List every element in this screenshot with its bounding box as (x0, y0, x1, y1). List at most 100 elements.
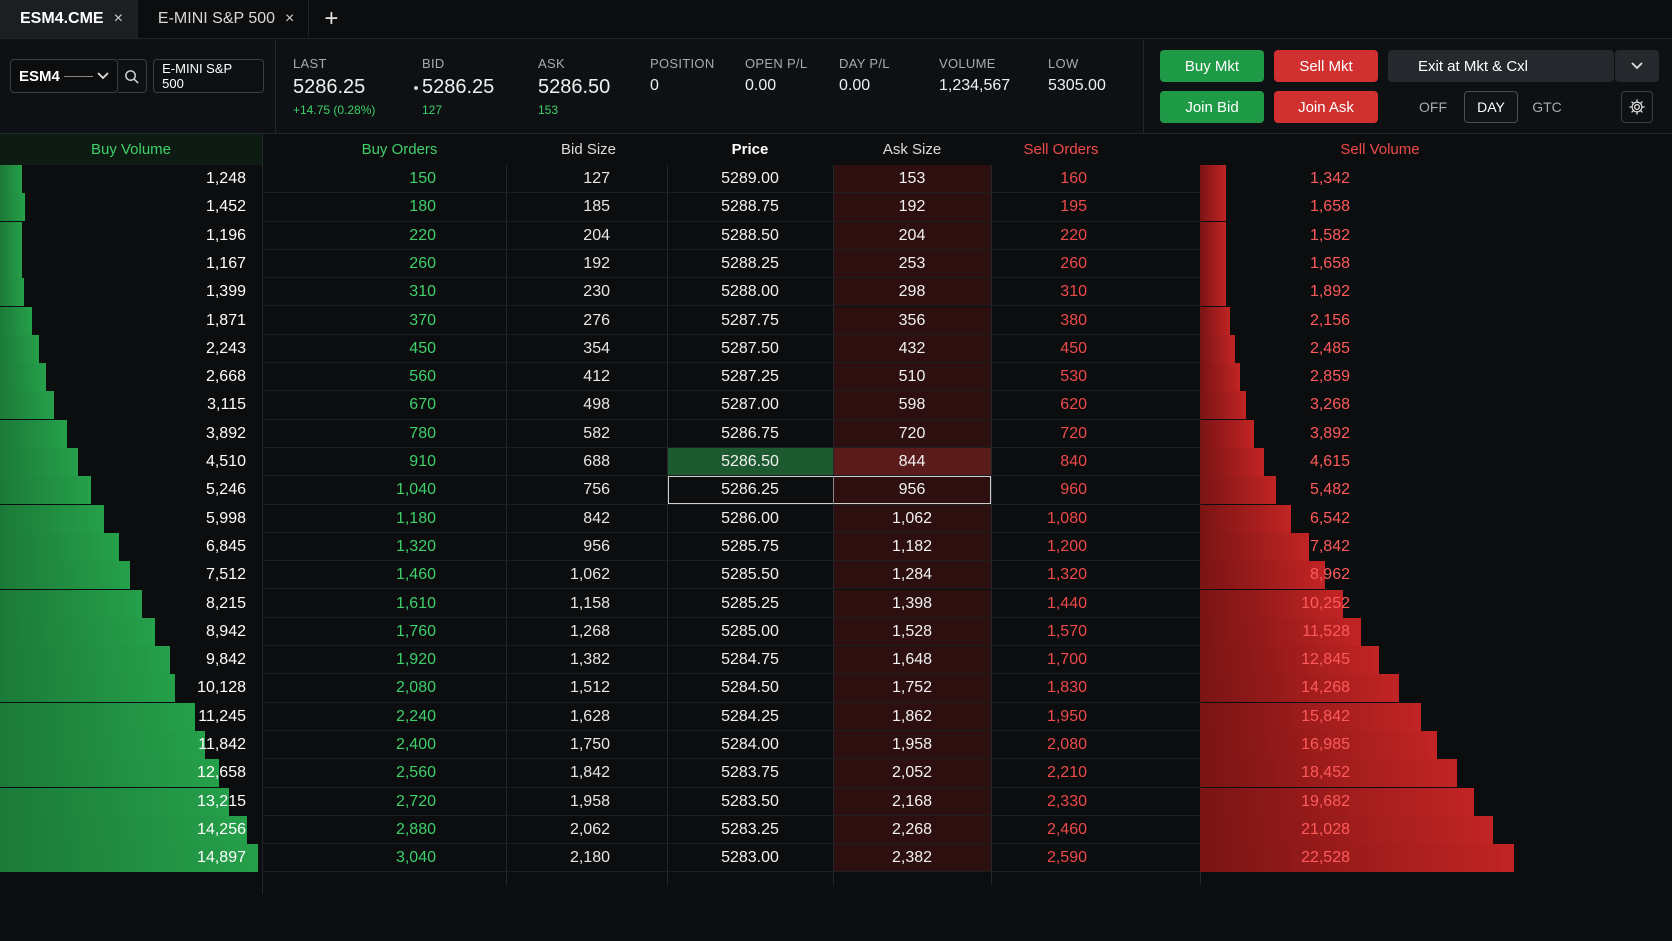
price-cell[interactable]: 5284.00 (721, 736, 779, 753)
sell-orders-cell[interactable]: 1,080 (1046, 509, 1087, 527)
price-cell[interactable]: 5285.25 (721, 594, 779, 612)
sell-orders-cell[interactable]: 220 (1060, 226, 1087, 244)
price-cell[interactable]: 5286.50 (721, 453, 779, 470)
buy-orders-cell[interactable]: 3,040 (395, 849, 436, 867)
sell-orders-cell[interactable]: 160 (1060, 170, 1087, 187)
buy-orders-cell[interactable]: 1,180 (395, 509, 436, 527)
buy-orders-cell[interactable]: 1,460 (395, 566, 436, 584)
price-cell[interactable]: 5286.75 (721, 424, 779, 442)
sell-orders-cell[interactable]: 530 (1060, 368, 1087, 386)
ladder-row[interactable]: 10,128 2,080 1,512 5284.50 1,752 1,830 14,268 (0, 674, 1672, 703)
price-cell[interactable]: 5288.75 (721, 198, 779, 216)
col-ask-size[interactable]: Ask Size (833, 134, 991, 165)
sell-orders-cell[interactable]: 195 (1060, 198, 1087, 216)
sell-orders-cell[interactable]: 720 (1060, 424, 1087, 442)
ladder-row[interactable]: 5,246 1,040 756 5286.25 956 960 5,482 (0, 476, 1672, 505)
settings-button[interactable] (1621, 91, 1653, 123)
buy-orders-cell[interactable]: 220 (409, 226, 436, 244)
ladder-row[interactable]: 11,245 2,240 1,628 5284.25 1,862 1,950 15,842 (0, 702, 1672, 731)
ladder-row[interactable]: 5,998 1,180 842 5286.00 1,062 1,080 6,542 (0, 504, 1672, 533)
tab-emini[interactable]: E-MINI S&P 500 × (138, 0, 310, 38)
ladder-row[interactable]: 1,248 150 127 5289.00 153 160 1,342 (0, 165, 1672, 194)
sell-orders-cell[interactable]: 1,950 (1046, 707, 1087, 725)
tif-off[interactable]: OFF (1419, 99, 1447, 115)
sell-orders-cell[interactable]: 1,320 (1046, 566, 1087, 584)
tif-day[interactable]: DAY (1464, 91, 1518, 123)
buy-orders-cell[interactable]: 2,560 (395, 764, 436, 782)
buy-orders-cell[interactable]: 1,610 (395, 594, 436, 612)
ladder-row[interactable]: 14,897 3,040 2,180 5283.00 2,382 2,590 22,528 (0, 844, 1672, 873)
ladder-row[interactable]: 2,243 450 354 5287.50 432 450 2,485 (0, 334, 1672, 364)
price-cell[interactable]: 5288.00 (721, 283, 779, 301)
buy-orders-cell[interactable]: 2,080 (395, 679, 436, 697)
ladder-row[interactable]: 8,942 1,760 1,268 5285.00 1,528 1,570 11,528 (0, 617, 1672, 647)
buy-orders-cell[interactable]: 450 (409, 339, 436, 357)
exit-at-mkt-button[interactable]: Exit at Mkt & Cxl (1388, 50, 1614, 82)
sell-orders-cell[interactable]: 840 (1060, 453, 1087, 470)
price-cell[interactable]: 5284.75 (721, 651, 779, 669)
close-icon[interactable]: × (113, 10, 123, 27)
add-tab-button[interactable]: + (324, 5, 339, 32)
sell-orders-cell[interactable]: 1,700 (1046, 651, 1087, 669)
col-bid-size[interactable]: Bid Size (506, 134, 671, 165)
buy-orders-cell[interactable]: 1,040 (395, 481, 436, 499)
ladder-row[interactable]: 3,892 780 582 5286.75 720 720 3,892 (0, 419, 1672, 448)
ladder-row[interactable]: 14,256 2,880 2,062 5283.25 2,268 2,460 21,028 (0, 815, 1672, 845)
sell-orders-cell[interactable]: 620 (1060, 396, 1087, 414)
buy-orders-cell[interactable]: 1,320 (395, 537, 436, 555)
buy-orders-cell[interactable]: 260 (409, 254, 436, 272)
sell-orders-cell[interactable]: 2,590 (1046, 849, 1087, 867)
symbol-select[interactable]: ESM4 (10, 59, 118, 93)
price-cell[interactable]: 5287.50 (721, 339, 779, 357)
price-cell[interactable]: 5285.75 (721, 537, 779, 555)
tab-esm4[interactable]: ESM4.CME × (0, 0, 138, 38)
price-cell[interactable]: 5285.50 (721, 566, 779, 584)
price-cell[interactable]: 5285.00 (721, 622, 779, 640)
join-ask-button[interactable]: Join Ask (1274, 91, 1378, 123)
ladder-row[interactable]: 12,658 2,560 1,842 5283.75 2,052 2,210 18,452 (0, 759, 1672, 788)
price-cell[interactable]: 5287.75 (721, 311, 779, 329)
price-cell[interactable]: 5289.00 (721, 170, 779, 187)
close-icon[interactable]: × (285, 10, 295, 27)
exit-dropdown-button[interactable] (1615, 50, 1659, 82)
price-cell[interactable]: 5288.25 (721, 254, 779, 272)
col-sell-orders[interactable]: Sell Orders (991, 134, 1131, 165)
price-cell[interactable]: 5286.25 (721, 481, 779, 499)
sell-orders-cell[interactable]: 1,440 (1046, 594, 1087, 612)
ladder-row[interactable]: 11,842 2,400 1,750 5284.00 1,958 2,080 16,985 (0, 731, 1672, 760)
ladder-row[interactable]: 1,871 370 276 5287.75 356 380 2,156 (0, 306, 1672, 335)
ladder-row[interactable]: 1,452 180 185 5288.75 192 195 1,658 (0, 193, 1672, 222)
buy-orders-cell[interactable]: 1,920 (395, 651, 436, 669)
ladder-row[interactable]: 1,399 310 230 5288.00 298 310 1,892 (0, 278, 1672, 307)
tif-gtc[interactable]: GTC (1532, 99, 1562, 115)
sell-orders-cell[interactable]: 260 (1060, 254, 1087, 272)
price-cell[interactable]: 5283.25 (721, 820, 779, 838)
col-price[interactable]: Price (667, 134, 833, 165)
ladder-row[interactable]: 1,196 220 204 5288.50 204 220 1,582 (0, 221, 1672, 250)
buy-orders-cell[interactable]: 180 (409, 198, 436, 216)
sell-orders-cell[interactable]: 960 (1060, 481, 1087, 499)
col-buy-orders[interactable]: Buy Orders (262, 134, 537, 165)
ladder-row[interactable]: 7,512 1,460 1,062 5285.50 1,284 1,320 8,962 (0, 561, 1672, 590)
sell-orders-cell[interactable]: 2,210 (1046, 764, 1087, 782)
buy-orders-cell[interactable]: 2,400 (395, 736, 436, 753)
col-buy-volume[interactable]: Buy Volume (0, 134, 262, 165)
price-cell[interactable]: 5283.75 (721, 764, 779, 782)
sell-orders-cell[interactable]: 2,330 (1046, 792, 1087, 810)
buy-mkt-button[interactable]: Buy Mkt (1160, 50, 1264, 82)
sell-orders-cell[interactable]: 1,570 (1046, 622, 1087, 640)
buy-orders-cell[interactable]: 560 (409, 368, 436, 386)
price-cell[interactable]: 5287.25 (721, 368, 779, 386)
sell-orders-cell[interactable]: 1,200 (1046, 537, 1087, 555)
ladder-row[interactable]: 13,215 2,720 1,958 5283.50 2,168 2,330 19,682 (0, 787, 1672, 816)
price-cell[interactable]: 5284.50 (721, 679, 779, 697)
buy-orders-cell[interactable]: 670 (409, 396, 436, 414)
buy-orders-cell[interactable]: 2,880 (395, 820, 436, 838)
join-bid-button[interactable]: Join Bid (1160, 91, 1264, 123)
buy-orders-cell[interactable]: 2,720 (395, 792, 436, 810)
price-cell[interactable]: 5287.00 (721, 396, 779, 414)
buy-orders-cell[interactable]: 910 (409, 453, 436, 470)
col-sell-volume[interactable]: Sell Volume (1200, 134, 1560, 165)
ladder-row[interactable]: 9,842 1,920 1,382 5284.75 1,648 1,700 12,845 (0, 646, 1672, 675)
sell-orders-cell[interactable]: 310 (1060, 283, 1087, 301)
